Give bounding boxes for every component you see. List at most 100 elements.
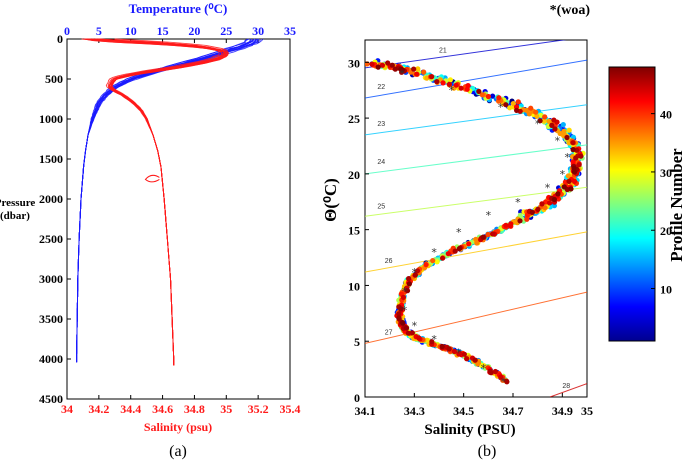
panel-b-profile-point <box>411 66 417 72</box>
panel-b-profile-point <box>547 200 553 206</box>
panel-b-profile-point <box>406 281 412 287</box>
panel-a-y-axis-label-line2: (dbar) <box>0 210 30 222</box>
panel-a-bottom-tick-labels: 34 34.2 34.4 34.6 34.8 35 35.2 35.4 <box>61 402 301 416</box>
panel-b-profile-point <box>490 231 496 237</box>
panel-b-y-tick-label: 0 <box>354 391 360 405</box>
panel-b-woa-marker: * <box>456 346 462 359</box>
panel-b-profile-point <box>480 234 486 240</box>
panel-b-profile-point <box>534 113 540 119</box>
panel-b-woa-marker: * <box>498 101 504 114</box>
panel-b-profile-point <box>475 361 481 367</box>
panel-b-profile-point <box>573 155 579 161</box>
panel-b-profile-point <box>385 60 391 66</box>
panel-b-profile-point <box>571 169 578 175</box>
panel-b-plot-frame <box>364 39 588 398</box>
panel-a-top-tick-label: 0 <box>64 24 70 38</box>
panel-b-contour-labels: 21 22 23 24 25 26 27 28 <box>377 47 570 390</box>
panel-b-profile-point <box>430 258 436 264</box>
panel-b-woa-marker: * <box>500 375 506 388</box>
panel-b-profile-point <box>452 248 458 254</box>
panel-b-woa-marker: * <box>560 168 566 181</box>
panel-b-y-tick-label: 5 <box>354 335 360 349</box>
panel-b-x-tick-label: 34.3 <box>404 404 425 418</box>
panel-b-profile-point <box>414 71 420 77</box>
panel-b-profile-point <box>529 209 536 215</box>
panel-b-y-tick-label: 20 <box>348 168 360 182</box>
panel-a-series <box>76 38 264 366</box>
panel-b-profile-point <box>566 178 572 184</box>
panel-b-profile-point <box>423 262 429 268</box>
panel-a-bottom-tick-label: 34.4 <box>120 402 141 416</box>
panel-a-bottom-tick-label: 34.6 <box>152 402 173 416</box>
panel-b-ticks: 34.1 34.3 34.5 34.7 34.9 35 0 5 10 15 20 25 30 <box>348 56 593 418</box>
panel-b-profile-point <box>481 363 487 369</box>
panel-b-profile-point <box>515 99 521 105</box>
panel-a-bottom-tick-label: 35.2 <box>248 402 269 416</box>
panel-a-bottom-tick-label: 35.4 <box>280 402 301 416</box>
panel-b-y-tick-label: 15 <box>348 224 360 238</box>
panel-b-profile-point <box>434 79 440 85</box>
panel-b-profile-point <box>458 85 464 91</box>
panel-a-top-tick-label: 25 <box>220 24 232 38</box>
panel-b-contour-label: 23 <box>377 121 385 128</box>
panel-b-profile-point <box>485 93 491 100</box>
panel-b-profile-point <box>379 62 386 68</box>
panel-b-profile-point <box>400 320 406 326</box>
panel-b-profile-point <box>464 86 470 92</box>
panel-a-top-tick-label: 30 <box>252 24 264 38</box>
colorbar-tick-label: 20 <box>660 224 672 238</box>
panel-b-woa-marker: * <box>515 196 521 209</box>
panel-b-profile-point <box>404 288 411 294</box>
panel-a-plot-frame <box>66 38 291 400</box>
panel-b-profile-point <box>564 134 570 141</box>
panel-b-profile-point <box>528 105 534 111</box>
panel-b-profile-point <box>571 178 578 184</box>
panel-a-bottom-tick-label: 35 <box>220 402 232 416</box>
panel-b-profile-point <box>570 140 576 146</box>
panel-b-profile-point <box>546 118 552 124</box>
colorbar <box>608 66 656 342</box>
panel-b-y-tick-label: 30 <box>348 56 360 70</box>
panel-a-ticks <box>66 38 291 400</box>
panel-b-profile-point <box>461 351 467 357</box>
panel-a-y-tick-label: 3000 <box>39 272 63 286</box>
panel-b-woa-marker: * <box>555 134 561 147</box>
panel-b-profile-point <box>498 374 504 380</box>
panel-b-profile-point <box>476 88 482 94</box>
panel-b-contour-label: 22 <box>377 84 385 91</box>
panel-b-profile-point <box>451 348 457 355</box>
panel-b-contour-line <box>365 291 587 344</box>
panel-b-x-tick-label: 34.7 <box>503 404 524 418</box>
panel-a-y-tick-label: 3500 <box>39 312 63 326</box>
panel-b-profile-point <box>429 74 435 80</box>
panel-b-profile-point <box>485 231 491 238</box>
panel-b-profile-point <box>415 66 421 72</box>
panel-b-profile-point <box>405 330 411 336</box>
panel-b-profile-point <box>429 339 435 345</box>
panel-b-profile-point <box>398 306 404 312</box>
panel-b-profile-point <box>565 173 572 179</box>
panel-b-contour-label: 25 <box>377 203 385 210</box>
panel-b-caption: (b) <box>478 443 497 460</box>
panel-b-profile-point <box>533 109 539 115</box>
panel-a-bottom-tick-label: 34 <box>61 402 73 416</box>
panel-b-woa-marker: * <box>545 181 551 194</box>
panel-b-profile-point <box>560 122 566 128</box>
panel-b-x-tick-label: 34.1 <box>355 404 376 418</box>
panel-b-woa-marker: * <box>412 266 418 279</box>
panel-b-profile-point <box>568 186 574 192</box>
panel-b-profile-point <box>447 77 453 83</box>
panel-b-contour-label: 26 <box>385 258 393 265</box>
panel-b-contour-label: 27 <box>385 330 393 337</box>
panel-b-profile-point <box>551 117 557 123</box>
panel-a-bottom-tick-label: 34.8 <box>184 402 205 416</box>
panel-b-profile-point <box>496 95 502 101</box>
panel-b-contour-line <box>365 231 587 273</box>
woa-legend-note: *(woa) <box>550 3 591 18</box>
panel-b-profile-point <box>409 330 415 336</box>
panel-b-profile-point <box>542 205 548 211</box>
panel-b-profile-point <box>399 67 405 73</box>
colorbar-tick-label: 30 <box>660 166 672 180</box>
panel-b-woa-marker: * <box>486 209 492 222</box>
panel-b-profile-point <box>439 343 445 350</box>
